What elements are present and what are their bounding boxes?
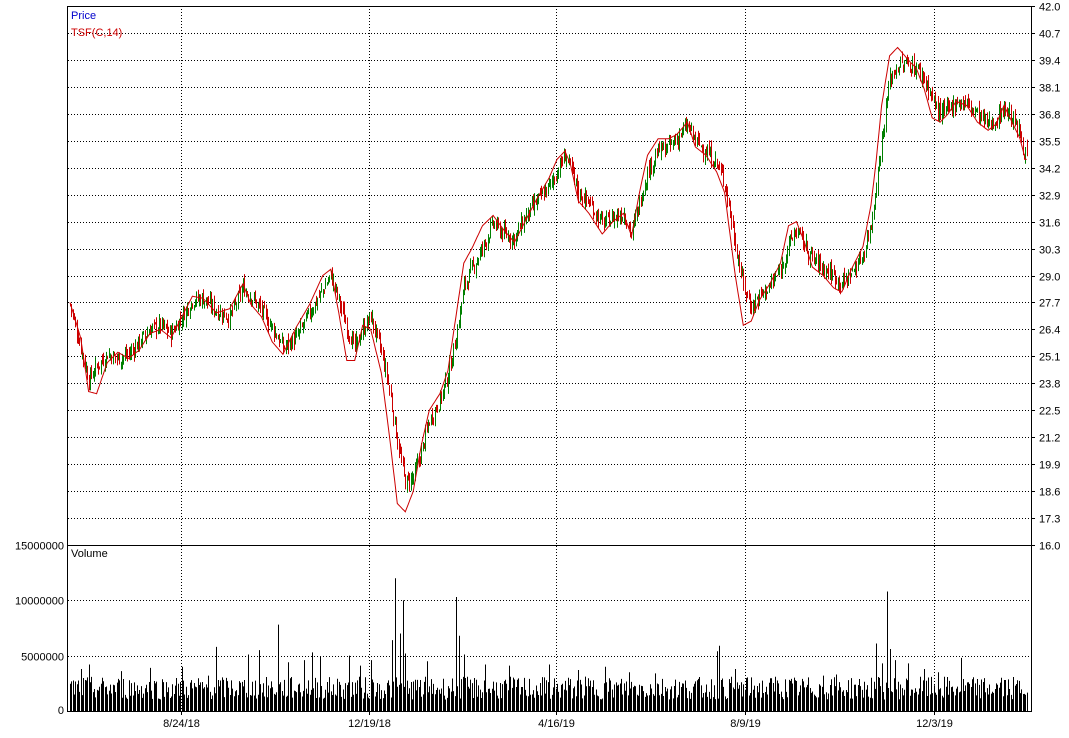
volume-tick-label: 15000000 [15,541,64,553]
price-tick-label: 32.9 [1039,191,1060,203]
price-tick-label: 40.7 [1039,29,1060,41]
price-tick-label: 38.1 [1039,83,1060,95]
volume-tick-label: 10000000 [15,596,64,608]
price-tick-label: 30.3 [1039,245,1060,257]
grid-lines [68,6,1031,711]
date-tick-label: 8/24/18 [163,718,200,730]
price-bars [70,51,1028,493]
price-tick-label: 25.1 [1039,352,1060,364]
price-tick-label: 42.0 [1039,2,1060,14]
price-tick-label: 27.7 [1039,298,1060,310]
tsf-series [69,46,1027,513]
date-tick-label: 8/9/19 [730,718,761,730]
legend-price: Price [71,10,96,22]
date-tick-label: 12/19/18 [348,718,391,730]
volume-tick-label: 0 [58,705,64,717]
price-tick-label: 18.6 [1039,487,1060,499]
price-tick-label: 17.3 [1039,514,1060,526]
price-tick-label: 26.4 [1039,325,1060,337]
volume-bars [70,578,1028,711]
date-tick-label: 4/16/19 [538,718,575,730]
axis-labels: 42.0 40.7 39.4 38.1 36.8 35.5 34.2 32.9 31.6 30.3… [15,2,1060,731]
volume-tick-label: 5000000 [21,652,64,664]
tsf-line [69,46,1027,513]
price-tick-label: 29.0 [1039,272,1060,284]
price-tick-label: 21.2 [1039,433,1060,445]
volume-panel [67,545,1032,712]
price-tick-label: 31.6 [1039,218,1060,230]
price-tick-label: 19.9 [1039,460,1060,472]
price-tick-label: 34.2 [1039,164,1060,176]
price-tick-label: 16.0 [1039,541,1060,553]
date-tick-label: 12/3/19 [916,718,953,730]
price-tick-label: 22.5 [1039,406,1060,418]
price-tick-label: 35.5 [1039,137,1060,149]
price-tick-label: 39.4 [1039,56,1060,68]
price-tick-label: 36.8 [1039,110,1060,122]
price-tick-label: 23.8 [1039,379,1060,391]
legend-tsf: TSF(C,14) [71,27,122,39]
legend-volume: Volume [71,548,108,560]
